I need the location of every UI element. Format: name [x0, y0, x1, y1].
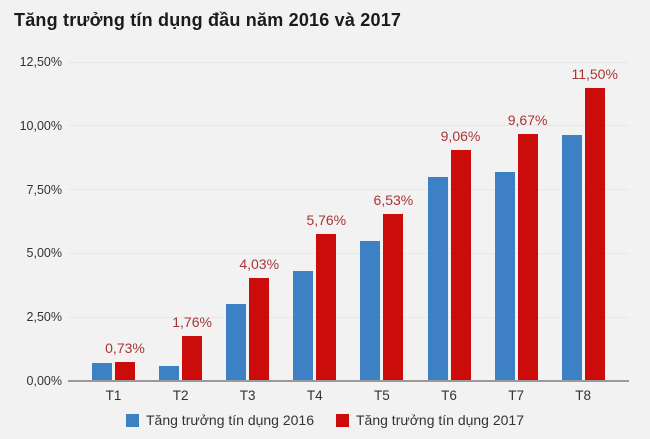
bar-2016-T8 — [561, 135, 582, 381]
bar-value-label-2017: 0,73% — [105, 340, 145, 357]
legend-swatch-2016-icon — [126, 413, 139, 427]
gridline — [68, 61, 629, 63]
x-tick-label-T7: T7 — [508, 388, 524, 403]
x-tick-label-T4: T4 — [306, 388, 323, 403]
x-tick-label-T3: T3 — [239, 388, 256, 403]
gridline — [68, 125, 629, 127]
bar-2016-T2 — [159, 366, 180, 381]
bar-value-label-2017: 5,76% — [306, 212, 347, 228]
x-tick-label-T8: T8 — [575, 388, 592, 403]
legend-item-2017: Tăng trưởng tín dụng 2017 — [336, 412, 524, 428]
bar-value-label-2017: 6,53% — [373, 192, 414, 209]
y-tick-label: 7,50% — [26, 182, 62, 197]
bar-2017-T8 — [584, 87, 605, 381]
gridline — [68, 189, 629, 191]
bar-value-label-2017: 11,50% — [571, 65, 618, 82]
bar-2016-T3 — [226, 304, 247, 381]
y-tick-label: 0,00% — [26, 374, 62, 388]
bar-2017-T1 — [115, 362, 135, 381]
bar-2016-T6 — [427, 176, 448, 381]
bar-2017-T7 — [517, 134, 538, 381]
bar-value-label-2017: 4,03% — [239, 256, 280, 273]
legend-label-2016: Tăng trưởng tín dụng 2016 — [146, 412, 314, 428]
bar-value-label-2017: 9,67% — [507, 112, 548, 129]
bar-2017-T6 — [450, 149, 471, 381]
bar-2016-T5 — [360, 241, 381, 381]
x-tick-label-T6: T6 — [441, 388, 457, 403]
y-tick-label: 5,00% — [26, 246, 62, 261]
bar-2017-T4 — [316, 234, 337, 381]
gridline — [68, 252, 629, 254]
legend-item-2016: Tăng trưởng tín dụng 2016 — [126, 412, 314, 428]
legend: Tăng trưởng tín dụng 2016 Tăng trưởng tí… — [0, 412, 650, 428]
legend-label-2017: Tăng trưởng tín dụng 2017 — [356, 412, 524, 428]
bar-2016-T7 — [494, 171, 515, 381]
bar-2017-T2 — [182, 336, 203, 381]
bar-2016-T4 — [293, 271, 314, 381]
bar-2016-T1 — [92, 362, 112, 381]
y-tick-label: 2,50% — [26, 310, 62, 325]
y-tick-label: 12,50% — [19, 55, 62, 69]
bar-value-label-2017: 9,06% — [440, 127, 481, 144]
legend-swatch-2017-icon — [336, 413, 349, 427]
bar-2017-T3 — [249, 278, 270, 381]
x-tick-label-T5: T5 — [374, 388, 390, 403]
chart-title: Tăng trưởng tín dụng đầu năm 2016 và 201… — [14, 10, 402, 30]
y-tick-label: 10,00% — [19, 118, 62, 133]
x-axis-line — [68, 380, 629, 382]
x-tick-label-T2: T2 — [172, 388, 189, 403]
bar-value-label-2017: 1,76% — [172, 314, 212, 331]
plot-area: 0,73% 1,76% 4,03% 5,76% 6,53% 9,06% 9,67% 11,50… — [68, 61, 629, 381]
gridline — [68, 316, 629, 318]
bar-2017-T5 — [383, 214, 404, 381]
x-tick-label-T1: T1 — [105, 388, 122, 403]
